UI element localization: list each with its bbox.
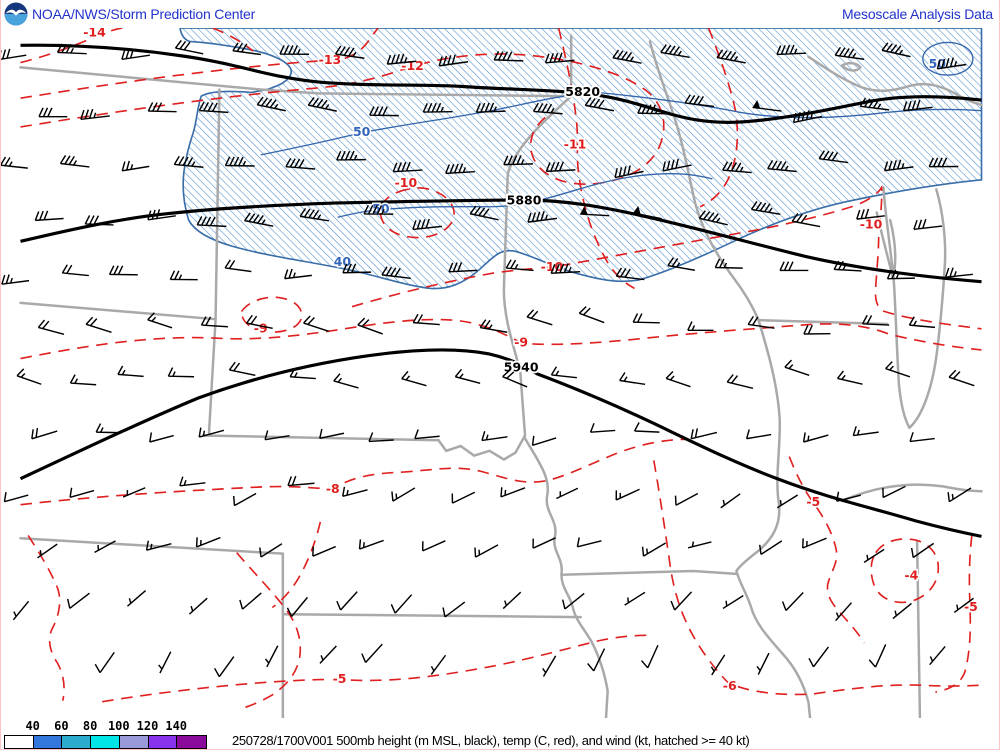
- temperature-contours: [20, 28, 982, 711]
- height-label: 5940: [504, 360, 539, 375]
- isotach-label: 50: [353, 124, 371, 139]
- legend-tick: 40: [25, 719, 40, 733]
- temperature-label: -14: [83, 28, 106, 39]
- isotach-label: 40: [334, 254, 352, 269]
- temperature-label: -5: [333, 671, 347, 686]
- legend-segment: [5, 736, 34, 748]
- site-title[interactable]: NOAA/NWS/Storm Prediction Center: [32, 6, 256, 22]
- legend-color-bar: [4, 735, 207, 749]
- temperature-label: -5: [964, 599, 978, 614]
- temperature-label: -9: [254, 320, 268, 335]
- legend-tick: 80: [82, 719, 98, 733]
- temperature-label: -4: [904, 567, 918, 582]
- temperature-label: -9: [514, 335, 528, 350]
- height-label: 5820: [565, 84, 600, 99]
- legend-tick: 140: [165, 719, 188, 733]
- temperature-label: -13: [319, 52, 342, 67]
- temperature-label: -10: [541, 259, 564, 274]
- temperature-label: -12: [401, 58, 424, 73]
- map-caption: 250728/1700V001 500mb height (m MSL, bla…: [232, 733, 750, 748]
- temperature-label: -10: [860, 217, 883, 232]
- legend-tick: 100: [107, 719, 130, 733]
- wind-barbs: [1, 39, 975, 678]
- isotach-label: 50: [372, 201, 390, 216]
- temperature-label: -8: [326, 481, 340, 496]
- temperature-label: -11: [564, 137, 587, 152]
- mesoanalysis-map: -14 -13 -12 -11 -10 -10 -10 -9 -9 -8 -6 -5 -4 -5 -5 50 5…: [1, 28, 983, 718]
- height-contours: [19, 43, 982, 538]
- height-label: 5880: [507, 192, 542, 207]
- temperature-label: -5: [806, 494, 820, 509]
- temperature-label: -6: [723, 678, 737, 693]
- legend-tick: 120: [136, 719, 159, 733]
- temperature-label: -10: [395, 175, 418, 190]
- noaa-logo-icon: [4, 2, 28, 26]
- legend-tick: 60: [54, 719, 69, 733]
- legend-segment: [148, 736, 178, 748]
- legend-segment: [177, 736, 206, 748]
- contour-labels: -14 -13 -12 -11 -10 -10 -10 -9 -9 -8 -6 -5 -4 -5 -5 50 5…: [82, 28, 980, 694]
- legend-segment: [119, 736, 149, 748]
- wind-speed-legend: 40 60 80 100 120 140 250728/1700V001 500mb he…: [1, 716, 999, 749]
- legend-segment: [62, 736, 92, 748]
- legend-segment: [91, 736, 120, 748]
- isotach-contours: [260, 41, 982, 218]
- header: NOAA/NWS/Storm Prediction Center Mesosca…: [1, 0, 999, 28]
- legend-segment: [33, 736, 63, 748]
- page-title: Mesoscale Analysis Data: [841, 6, 993, 22]
